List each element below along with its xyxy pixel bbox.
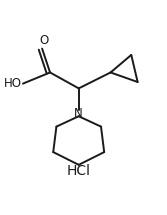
Text: HCl: HCl [67, 164, 91, 178]
Text: N: N [74, 107, 83, 120]
Text: O: O [39, 34, 48, 47]
Text: HO: HO [3, 77, 21, 90]
